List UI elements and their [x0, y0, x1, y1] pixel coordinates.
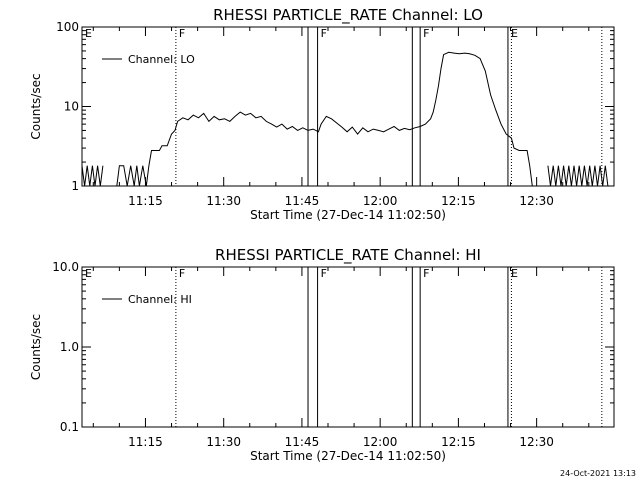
x-tick-label: 12:00 — [363, 435, 398, 449]
footer-timestamp: 24-Oct-2021 13:13 — [560, 469, 636, 478]
event-label: F — [423, 267, 429, 280]
y-tick-label: 0.1 — [60, 420, 79, 434]
event-label: F — [321, 27, 327, 40]
x-tick-label: 11:15 — [128, 435, 163, 449]
event-label: E — [511, 267, 518, 280]
event-label: F — [423, 27, 429, 40]
x-tick-label: 11:15 — [128, 194, 163, 208]
y-tick-label: 100 — [56, 20, 79, 34]
x-tick-label: 12:15 — [441, 435, 476, 449]
x-tick-label: 12:30 — [519, 194, 554, 208]
series-line — [81, 51, 609, 187]
y-tick-label: 10.0 — [52, 260, 79, 274]
x-tick-label: 12:00 — [363, 194, 398, 208]
event-label: F — [179, 27, 185, 40]
hi-channel-panel: RHESSI PARTICLE_RATE Channel: HI Counts/s… — [29, 246, 615, 463]
legend-label: Channel: HI — [128, 293, 192, 306]
event-label: E — [85, 27, 92, 40]
event-label: E — [85, 267, 92, 280]
x-tick-label: 11:30 — [206, 435, 241, 449]
event-label: F — [321, 267, 327, 280]
chart-title: RHESSI PARTICLE_RATE Channel: LO — [213, 6, 483, 25]
x-tick-label: 11:45 — [285, 194, 320, 208]
x-axis-label: Start Time (27-Dec-14 11:02:50) — [250, 208, 446, 222]
lo-channel-panel: RHESSI PARTICLE_RATE Channel: LO Counts/s… — [29, 6, 615, 222]
x-axis-label: Start Time (27-Dec-14 11:02:50) — [250, 449, 446, 463]
y-tick-label: 1.0 — [60, 340, 79, 354]
event-label: E — [511, 27, 518, 40]
x-tick-label: 11:45 — [285, 435, 320, 449]
y-axis-label: Counts/sec — [29, 314, 43, 380]
x-tick-label: 12:30 — [519, 435, 554, 449]
x-tick-label: 12:15 — [441, 194, 476, 208]
x-tick-label: 11:30 — [206, 194, 241, 208]
y-tick-label: 1 — [71, 179, 79, 193]
chart-title: RHESSI PARTICLE_RATE Channel: HI — [215, 246, 481, 265]
y-tick-label: 10 — [64, 100, 79, 114]
event-label: F — [179, 267, 185, 280]
plot-frame — [81, 26, 615, 187]
plot-frame — [81, 266, 615, 428]
y-axis-label: Counts/sec — [29, 73, 43, 139]
legend-label: Channel: LO — [128, 53, 195, 66]
